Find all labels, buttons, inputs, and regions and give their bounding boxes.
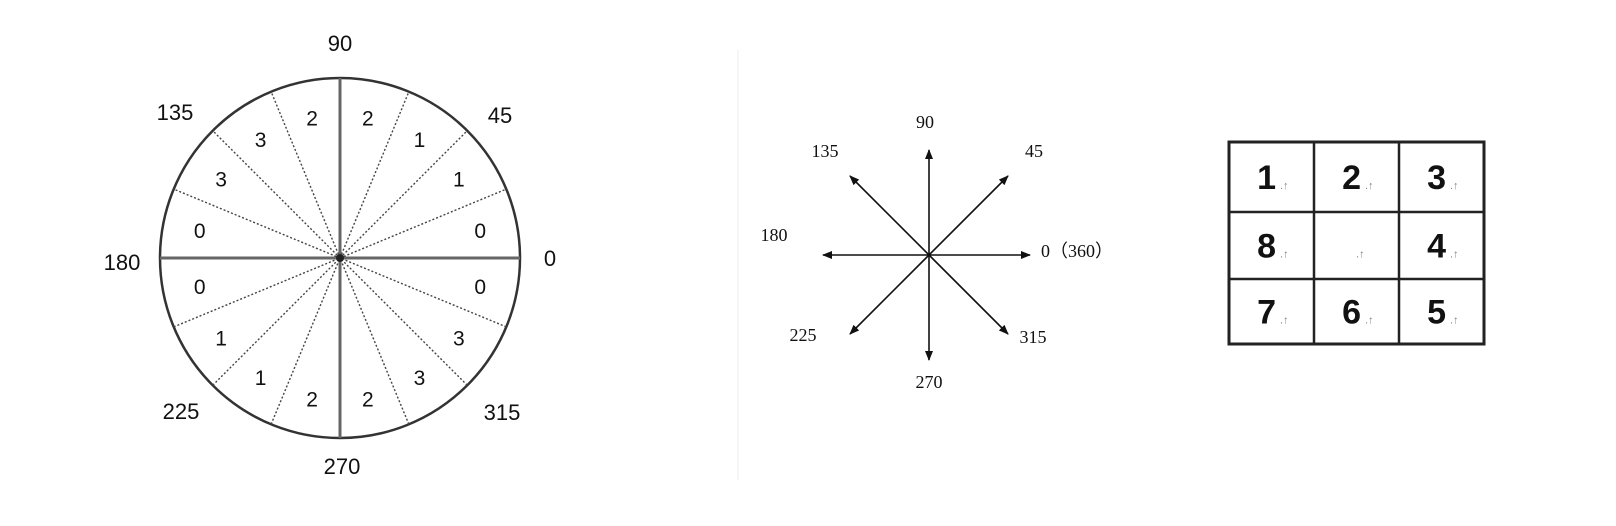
sector-code-3: 2: [362, 108, 374, 131]
sector-code-12: 2: [362, 388, 374, 411]
arrow-135: [849, 175, 930, 256]
sector-code-9: 1: [215, 327, 227, 350]
sector-boundary-dashed: [173, 188, 507, 328]
angle-label-0: 0: [544, 246, 556, 271]
arrow-label-225: 225: [790, 325, 817, 345]
grid-cell-5: 5: [1427, 294, 1446, 332]
sector-codes: 0 1 1 2 2 3 3 0 0 1 1 2 2 3 3 0: [194, 108, 486, 412]
sector-code-6: 3: [215, 169, 227, 192]
grid-cell-2: 2: [1342, 159, 1361, 197]
angle-label-45: 45: [488, 103, 512, 128]
direction-arrow-diagram: 0（360） 45 90 135 180 225 270 315: [761, 112, 1114, 392]
grid-cell-mark: .↑: [1280, 315, 1289, 327]
sector-code-2: 1: [414, 129, 426, 152]
grid-cell-3: 3: [1427, 159, 1446, 197]
arrow-label-135: 135: [812, 141, 839, 161]
sector-code-14: 3: [453, 327, 465, 350]
grid-cell-6: 6: [1342, 294, 1361, 332]
angle-label-270: 270: [324, 454, 361, 479]
arrow-label-45: 45: [1025, 141, 1043, 161]
grid-cell-8: 8: [1257, 228, 1276, 266]
sector-code-4: 2: [306, 108, 318, 131]
grid-cell-mark: .↑: [1356, 249, 1365, 261]
sector-code-13: 3: [414, 367, 426, 390]
angle-labels: 0 45 90 135 180 225 270 315: [104, 31, 556, 479]
sector-code-15: 0: [474, 276, 486, 299]
sector-code-1: 1: [453, 169, 465, 192]
arrow-45: [928, 175, 1009, 256]
grid-cell-mark: .↑: [1280, 180, 1289, 192]
sector-code-11: 2: [306, 388, 318, 411]
grid-cell-mark: .↑: [1450, 180, 1459, 192]
grid-cell-7: 7: [1257, 294, 1276, 332]
arrow-label-315: 315: [1020, 327, 1047, 347]
grid-cell-mark: .↑: [1280, 249, 1289, 261]
sector-code-8: 0: [194, 276, 206, 299]
arrow-label-90: 90: [916, 112, 934, 132]
grid-cell-1: 1: [1257, 159, 1276, 197]
angle-label-90: 90: [328, 31, 352, 56]
angle-label-135: 135: [157, 100, 194, 125]
arrow-label-0: 0（360）: [1041, 241, 1113, 261]
arrow-label-180: 180: [761, 225, 788, 245]
sector-code-10: 1: [255, 367, 267, 390]
angle-label-180: 180: [104, 250, 141, 275]
grid-cell-mark: .↑: [1365, 315, 1374, 327]
sector-code-5: 3: [255, 129, 267, 152]
angle-label-225: 225: [163, 399, 200, 424]
arrow-315: [928, 254, 1009, 335]
arrow-label-270: 270: [916, 372, 943, 392]
arrow-225: [849, 254, 930, 335]
angle-sector-diagram: 0 1 1 2 2 3 3 0 0 1 1 2 2 3 3 0 0 45 90 135 180 225 270…: [104, 31, 556, 479]
grid-cells: 1 .↑ 2 .↑ 3 .↑ 8 .↑ .↑ 4 .↑ 7 .↑ 6 .↑ 5 .↑: [1257, 159, 1458, 332]
grid-cell-mark: .↑: [1450, 315, 1459, 327]
grid-cell-mark: .↑: [1450, 249, 1459, 261]
grid-border: [1227, 140, 1486, 346]
circle-center: [336, 254, 344, 262]
grid-cell-mark: .↑: [1365, 180, 1374, 192]
sector-code-7: 0: [194, 220, 206, 243]
sector-code-0: 0: [474, 220, 486, 243]
grid-cell-4: 4: [1427, 228, 1446, 266]
angle-label-315: 315: [484, 400, 521, 425]
sector-boundary-dashed: [173, 188, 507, 328]
neighbor-grid: 1 .↑ 2 .↑ 3 .↑ 8 .↑ .↑ 4 .↑ 7 .↑ 6 .↑ 5 .↑: [1227, 140, 1486, 346]
